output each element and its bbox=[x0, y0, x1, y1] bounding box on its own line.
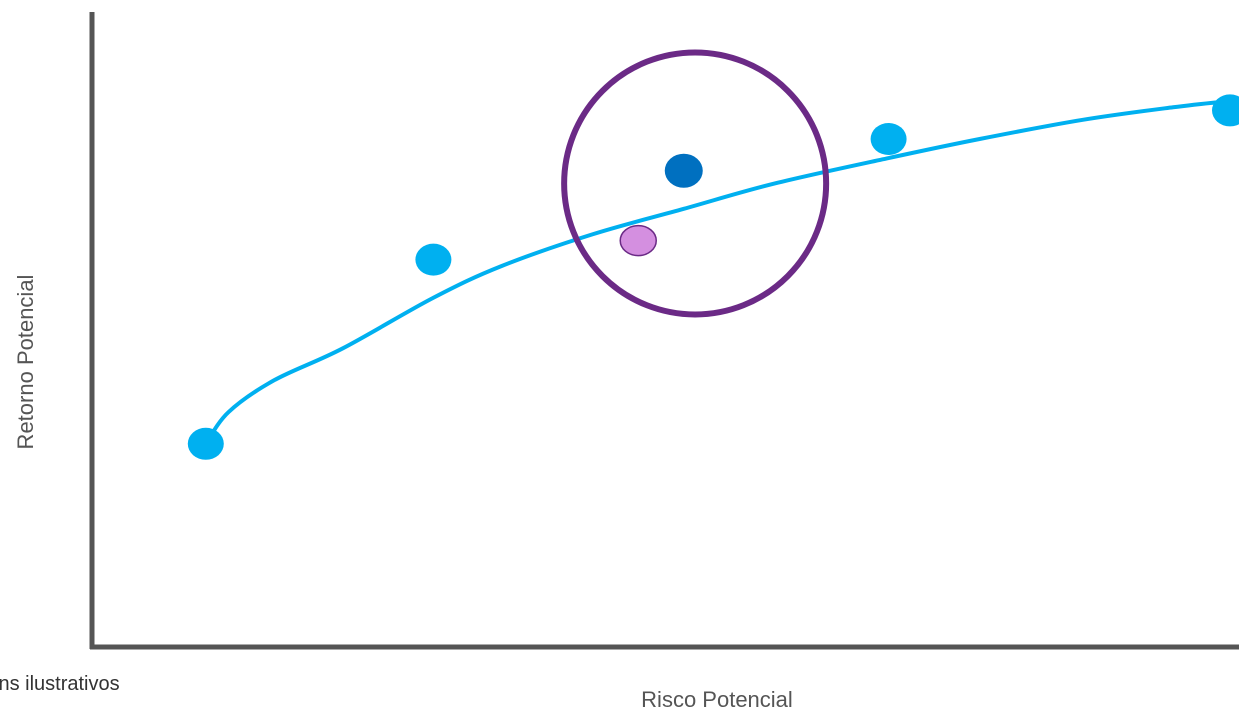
frontier-point bbox=[870, 123, 907, 155]
portfolio-point bbox=[619, 224, 657, 257]
plot-area bbox=[187, 49, 1239, 460]
frontier-point bbox=[187, 427, 224, 460]
highlight-circle bbox=[561, 49, 830, 318]
footnote: ins ilustrativos bbox=[0, 673, 120, 695]
efficient-frontier-line bbox=[204, 98, 1231, 445]
frontier-point bbox=[1212, 94, 1239, 127]
x-axis-label: Risco Potencial bbox=[641, 687, 793, 712]
frontier-point bbox=[415, 243, 452, 276]
highlight-point bbox=[664, 153, 703, 188]
y-axis-label: Retorno Potencial bbox=[13, 275, 38, 450]
